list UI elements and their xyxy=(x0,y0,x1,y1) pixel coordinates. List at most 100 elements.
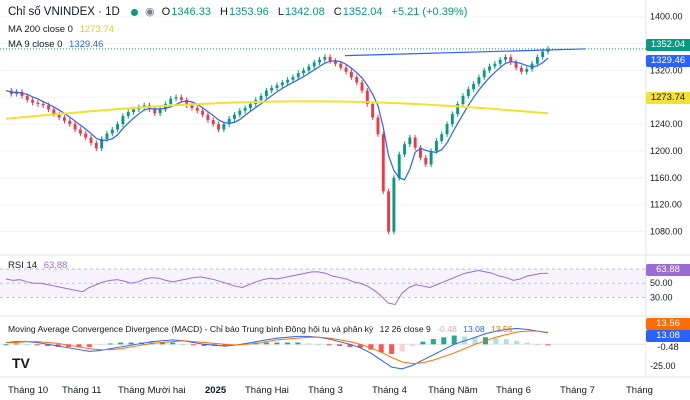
macd-line-tag: 13.08 xyxy=(646,330,690,342)
macd-legend[interactable]: Moving Average Convergence Divergence (M… xyxy=(8,323,517,335)
candle-body xyxy=(504,57,507,60)
macd-histogram-bar xyxy=(337,344,343,347)
time-tick-label: Tháng 10 xyxy=(8,385,48,396)
candle-body xyxy=(195,108,199,111)
macd-histogram-bar xyxy=(503,339,509,345)
change-value: +5.21 (+0.39%) xyxy=(391,6,468,18)
last-price-tag: 1352.04 xyxy=(646,39,690,51)
macd-histogram-bar xyxy=(191,344,197,346)
candle-body xyxy=(89,137,93,143)
macd-histogram-bar xyxy=(180,344,186,346)
macd-histogram-bar xyxy=(13,343,19,345)
macd-histogram-bar xyxy=(545,344,551,346)
candle-body xyxy=(179,97,183,100)
rsi-line xyxy=(5,269,549,306)
candle-body xyxy=(105,133,109,139)
time-tick-label: Tháng Hai xyxy=(245,385,289,396)
ma9-label: MA 9 close 0 xyxy=(8,39,63,50)
candle-body xyxy=(20,91,24,96)
macd-histogram-bar xyxy=(441,337,447,345)
ma200-value: 1273.74 xyxy=(79,24,114,35)
candle-body xyxy=(365,90,369,104)
candle-body xyxy=(36,102,40,104)
symbol-title[interactable]: Chỉ số VNINDEX · 1D xyxy=(8,6,120,18)
candle-body xyxy=(429,151,433,165)
candle-body xyxy=(286,79,290,83)
candle-body xyxy=(466,89,470,96)
candle-body xyxy=(270,87,274,91)
macd-histogram-bar xyxy=(472,337,478,345)
open-label: O xyxy=(161,6,171,18)
rsi-legend[interactable]: RSI 14 63.88 xyxy=(8,260,71,272)
candle-body xyxy=(371,104,375,118)
candle-body xyxy=(535,57,539,64)
time-tick-label: Tháng xyxy=(626,385,653,396)
candle-body xyxy=(116,124,120,130)
candle-body xyxy=(222,124,226,130)
macd-histogram-bar xyxy=(514,340,520,345)
ma9-legend[interactable]: MA 9 close 0 1329.46 xyxy=(8,39,107,51)
time-tick-label: Tháng 3 xyxy=(308,385,343,396)
macd-histogram-bar xyxy=(159,342,165,345)
candle-body xyxy=(174,97,178,99)
ma9-line xyxy=(5,57,549,181)
candle-body xyxy=(238,110,242,115)
candle-body xyxy=(434,140,438,151)
candle-body xyxy=(185,99,189,106)
macd-signal-tag: 13.56 xyxy=(646,318,690,330)
candle-body xyxy=(233,114,236,119)
candle-body xyxy=(94,142,98,149)
ma9-price-tag: 1329.46 xyxy=(646,55,690,67)
ma200-label: MA 200 close 0 xyxy=(8,24,73,35)
macd-histogram-bar xyxy=(34,344,40,346)
candle-body xyxy=(477,77,481,84)
candle-body xyxy=(291,77,295,80)
candle-body xyxy=(68,120,72,125)
macd-histogram-bar xyxy=(399,344,405,352)
ma200-legend[interactable]: MA 200 close 0 1273.74 xyxy=(8,24,118,36)
macd-histogram-bar xyxy=(24,344,30,346)
candle-body xyxy=(31,99,35,103)
candle-body xyxy=(121,116,125,125)
time-tick-label: Tháng Năm xyxy=(428,385,478,396)
time-tick-label: Tháng 11 xyxy=(62,385,101,396)
candle-body xyxy=(126,112,130,117)
candle-body xyxy=(275,85,279,88)
price-tick-label: 1200.00 xyxy=(650,146,683,156)
candle-body xyxy=(376,117,380,135)
time-tick-label: Tháng 4 xyxy=(372,385,407,396)
price-tick-label: 1400.00 xyxy=(650,12,683,22)
low-label: L xyxy=(277,6,284,18)
macd-histogram-bar xyxy=(118,342,124,345)
candle-body xyxy=(450,114,454,125)
macd-histogram-bar xyxy=(45,344,51,347)
macd-histogram-bar xyxy=(170,342,176,345)
macd-histogram-bar xyxy=(107,343,113,345)
macd-histogram-bar xyxy=(451,335,457,345)
macd-signal-value: 13.56 xyxy=(491,324,513,334)
candle-body xyxy=(227,118,231,125)
time-tick-label: 2025 xyxy=(205,385,227,396)
candle-body xyxy=(158,109,162,114)
candle-body xyxy=(25,95,29,100)
price-tick-label: 1120.00 xyxy=(650,200,682,210)
tradingview-logo-icon[interactable]: TV xyxy=(12,355,30,371)
candle-body xyxy=(461,95,465,104)
open-value: 1346.33 xyxy=(171,6,211,18)
candle-body xyxy=(302,70,306,74)
eye-icon[interactable]: ◉ xyxy=(144,6,155,18)
candle-body xyxy=(206,114,210,121)
macd-histogram-bar xyxy=(389,344,395,354)
macd-histogram-bar xyxy=(347,344,353,347)
candle-body xyxy=(41,104,45,106)
candle-body xyxy=(360,82,364,91)
time-tick-label: Tháng Mười hai xyxy=(118,385,186,396)
candle-body xyxy=(63,117,66,121)
candle-body xyxy=(169,98,173,104)
candle-body xyxy=(541,51,545,57)
candle-body xyxy=(456,104,460,115)
macd-histogram-bar xyxy=(316,344,322,346)
candle-body xyxy=(78,129,82,134)
macd-histogram-bar xyxy=(128,342,134,345)
